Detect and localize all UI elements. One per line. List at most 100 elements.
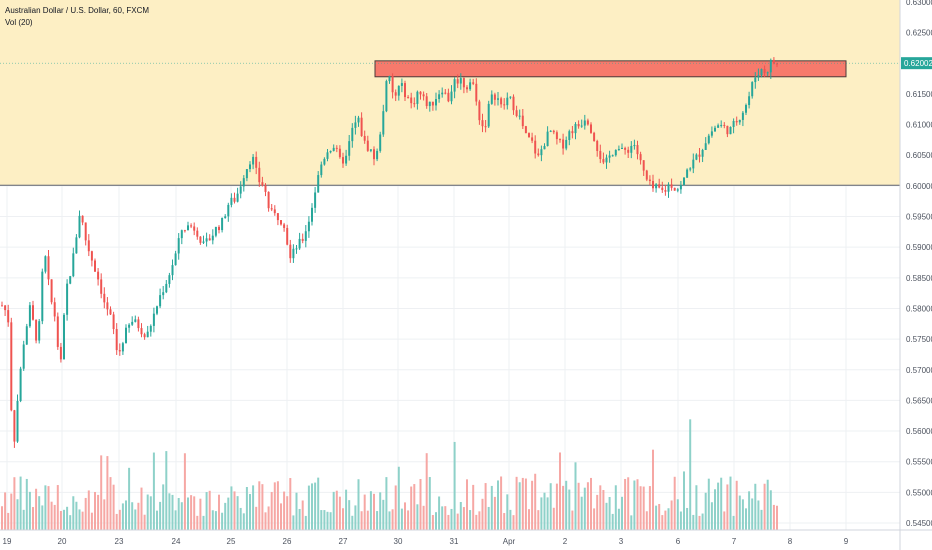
candle-body-135	[419, 91, 422, 95]
volume-bar-123	[382, 499, 385, 530]
volume-bar-78	[242, 513, 245, 530]
volume-bar-10	[32, 507, 34, 530]
volume-bar-79	[245, 487, 248, 530]
volume-bar-139	[431, 515, 434, 530]
volume-bar-76	[236, 496, 239, 530]
candle-body-219	[679, 185, 682, 190]
volume-bar-160	[497, 480, 499, 530]
volume-bar-181	[562, 485, 565, 530]
volume-bar-22	[69, 515, 72, 530]
volume-bar-220	[683, 471, 685, 530]
candle-body-236	[732, 120, 735, 127]
candle-body-45	[140, 328, 143, 335]
volume-bar-33	[103, 499, 106, 530]
volume-bar-120	[373, 493, 375, 530]
volume-bar-158	[490, 485, 493, 530]
candle-body-76	[236, 193, 239, 202]
volume-bar-233	[723, 511, 726, 530]
volume-bar-67	[208, 490, 211, 530]
candle-body-37	[115, 329, 118, 351]
volume-bar-226	[701, 513, 704, 530]
candle-body-239	[741, 112, 744, 120]
candle-body-235	[729, 126, 732, 135]
volume-bar-74	[230, 486, 233, 530]
volume-bar-173	[537, 510, 540, 530]
volume-bar-194	[602, 490, 605, 530]
volume-bar-172	[534, 473, 537, 530]
volume-bar-184	[571, 510, 574, 530]
candle-body-137	[425, 96, 428, 107]
volume-bar-47	[146, 494, 149, 530]
candle-body-198	[614, 149, 617, 156]
candle-body-133	[413, 103, 416, 105]
candle-body-189	[586, 120, 589, 125]
volume-bar-168	[521, 477, 524, 530]
candle-body-78	[242, 178, 245, 187]
volume-bar-225	[698, 515, 701, 530]
volume-bar-57	[177, 498, 180, 530]
candle-body-19	[59, 346, 62, 360]
candle-body-209	[648, 179, 651, 181]
volume-bar-69	[214, 511, 217, 530]
volume-bar-9	[28, 491, 31, 530]
candle-body-221	[686, 169, 689, 178]
candle-body-31	[97, 271, 100, 280]
candle-body-51	[159, 295, 162, 307]
volume-bar-32	[100, 455, 103, 530]
candle-body-123	[382, 111, 385, 135]
candle-body-134	[416, 91, 419, 104]
candle-body-184	[571, 131, 574, 134]
volume-bar-35	[109, 477, 112, 530]
candle-body-50	[156, 306, 158, 314]
volume-bar-171	[531, 480, 534, 530]
volume-bar-2	[7, 512, 10, 530]
candle-body-148	[459, 78, 462, 84]
volume-bar-106	[329, 512, 332, 530]
candle-body-206	[639, 154, 642, 161]
candle-body-58	[180, 230, 183, 239]
volume-bar-145	[450, 508, 453, 530]
volume-bar-89	[276, 481, 279, 530]
volume-bar-222	[689, 419, 692, 530]
volume-bar-125	[388, 511, 391, 530]
candle-body-70	[218, 226, 220, 231]
volume-bar-143	[444, 506, 447, 530]
volume-bar-77	[239, 507, 242, 530]
candle-body-118	[366, 140, 369, 151]
volume-bar-46	[143, 514, 146, 530]
x-tick-label-11: 3	[619, 537, 624, 546]
candle-body-165	[512, 96, 515, 111]
volume-bar-109	[338, 496, 341, 530]
candle-body-6	[19, 368, 22, 401]
candle-body-24	[75, 237, 78, 254]
volume-bar-83	[258, 481, 261, 530]
candle-body-223	[692, 159, 695, 169]
volume-bar-36	[112, 484, 115, 530]
candle-body-139	[431, 101, 434, 106]
volume-bar-88	[273, 482, 276, 530]
candle-body-175	[543, 146, 546, 150]
volume-bar-153	[475, 514, 478, 530]
candle-body-82	[255, 156, 258, 168]
volume-bar-219	[679, 511, 682, 530]
candle-body-127	[394, 92, 397, 96]
candle-body-4	[13, 410, 16, 442]
volume-bar-192	[596, 494, 599, 530]
volume-bar-107	[332, 491, 335, 530]
volume-bar-129	[400, 508, 403, 530]
candle-body-210	[652, 180, 654, 189]
candle-body-87	[270, 208, 273, 210]
candle-body-48	[149, 325, 152, 332]
candle-body-39	[121, 343, 124, 352]
candle-body-61	[190, 225, 193, 227]
volume-bar-126	[391, 509, 394, 530]
candle-body-3	[10, 322, 13, 411]
candle-body-174	[540, 149, 543, 156]
volume-indicator-label: Vol (20)	[5, 18, 33, 27]
